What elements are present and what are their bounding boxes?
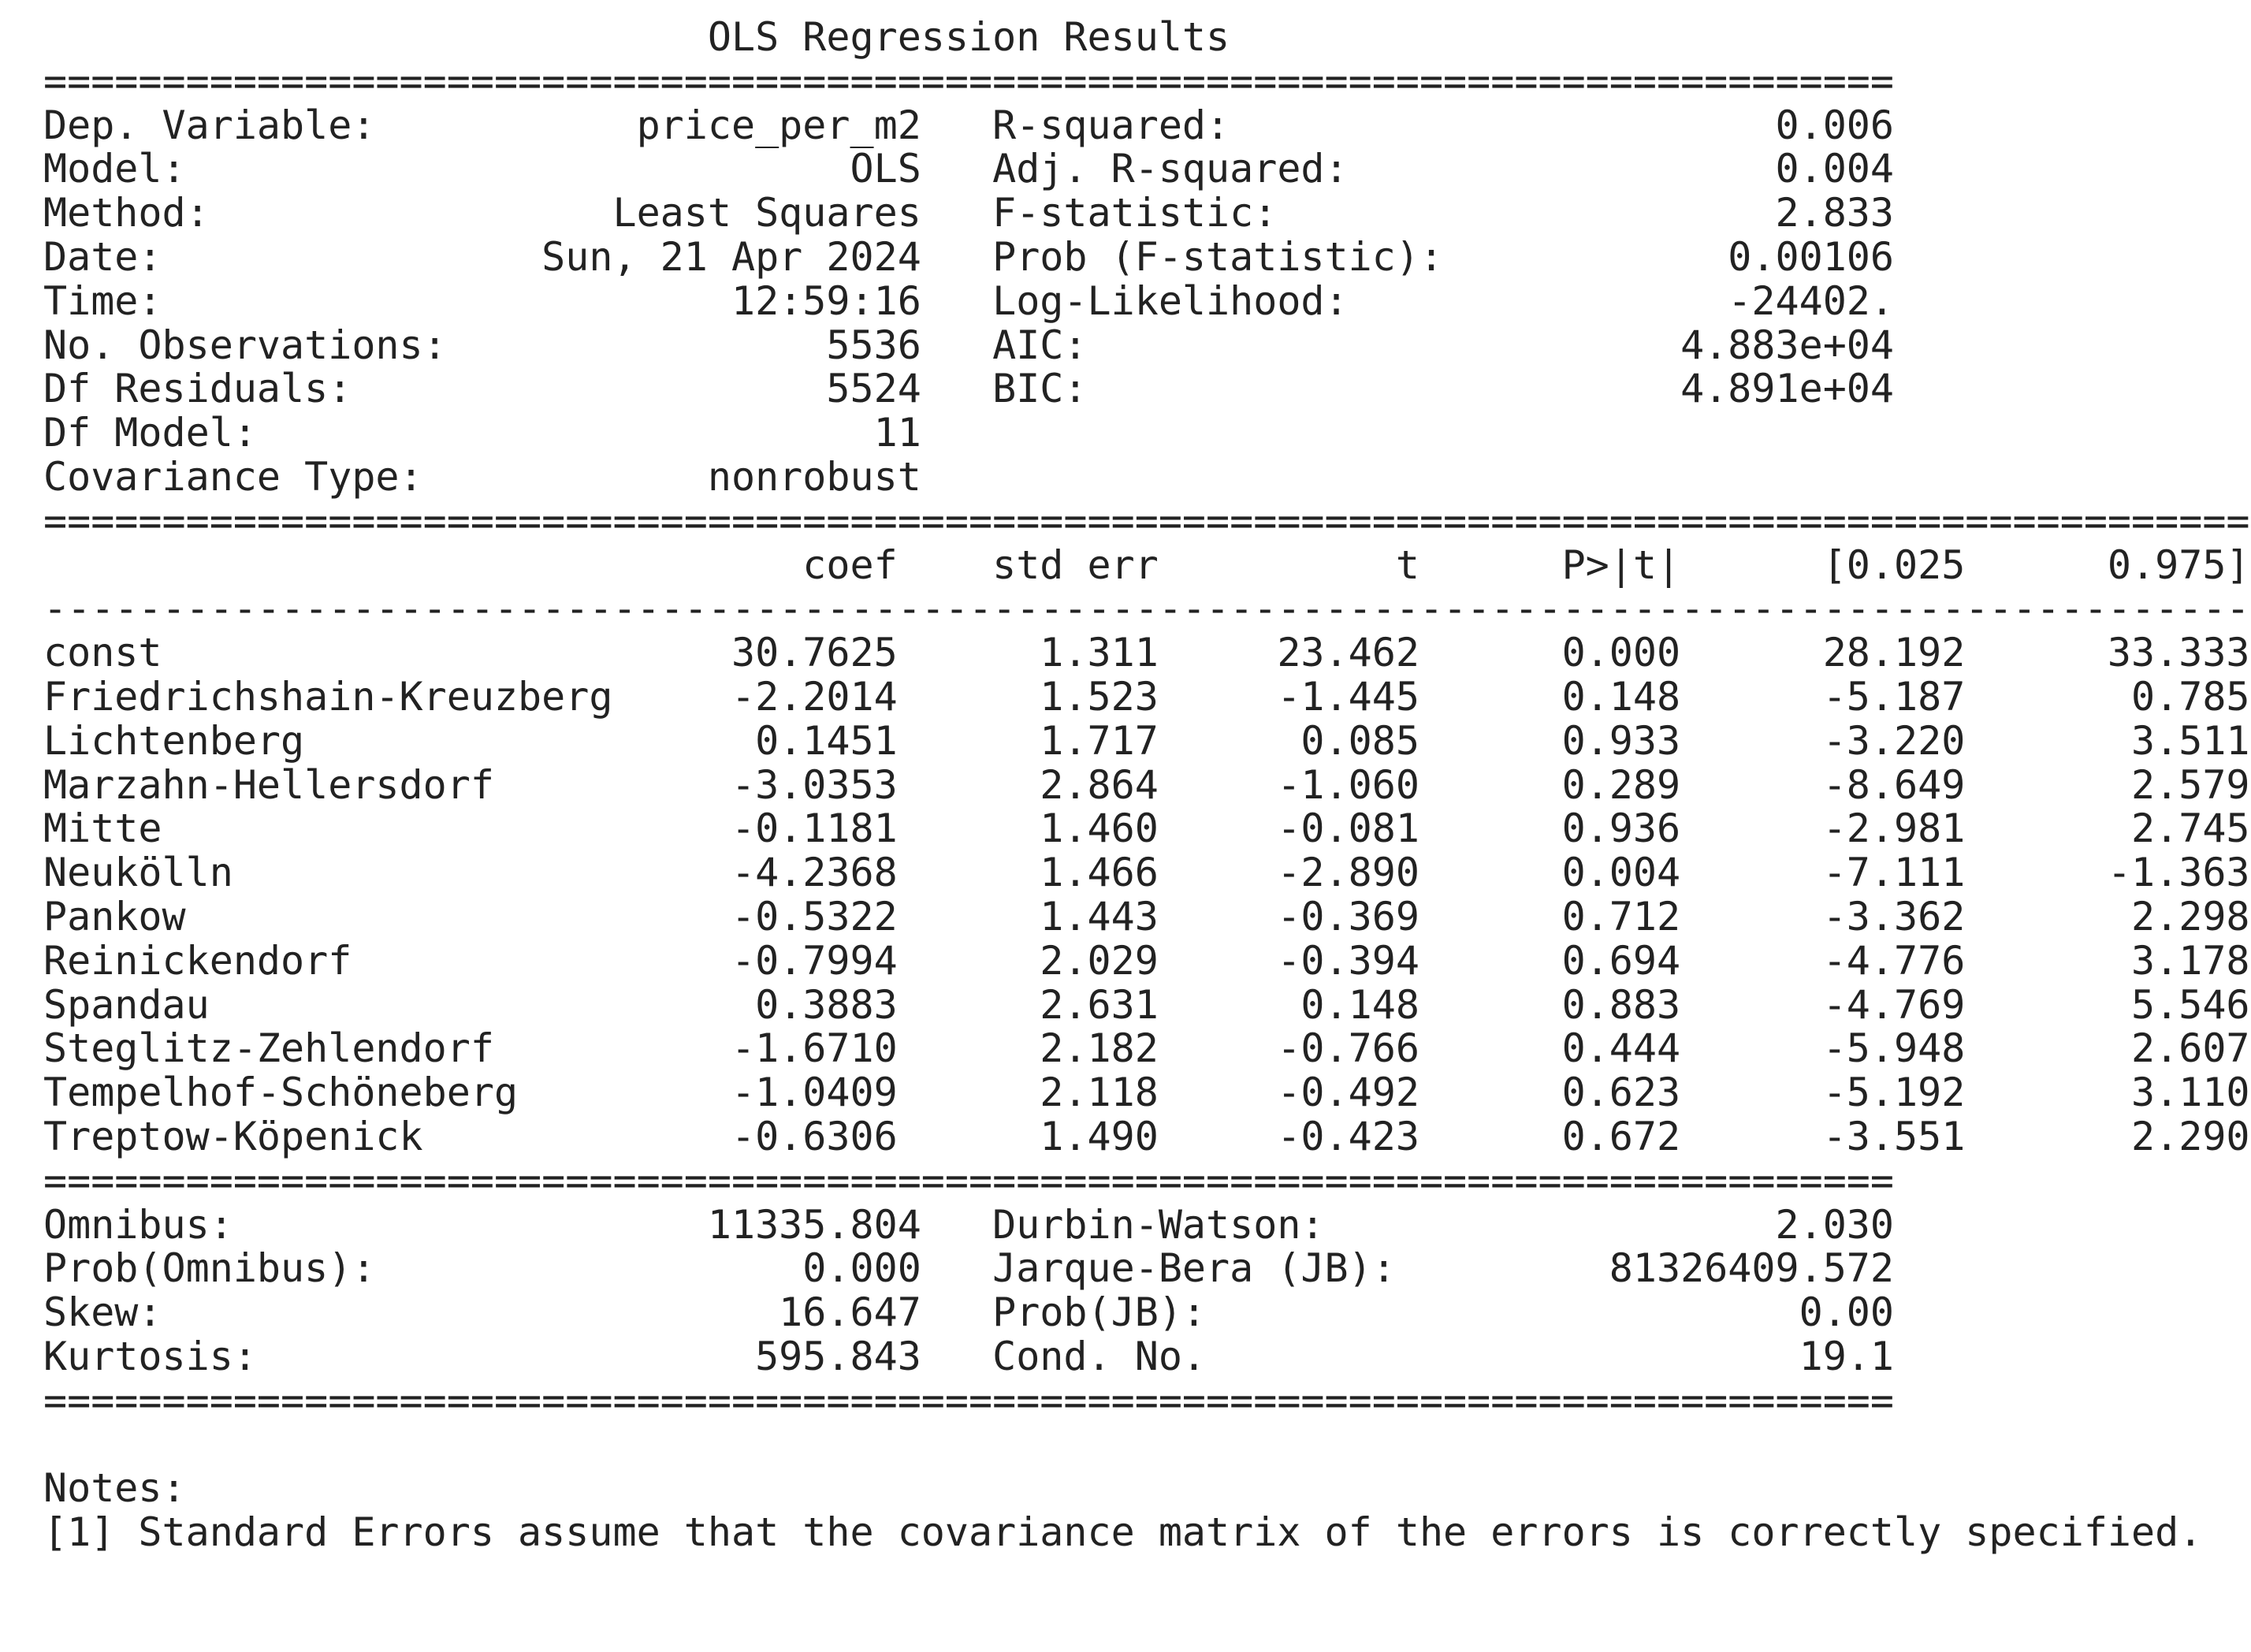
regression-report: OLS Regression Results ==================… [43,14,2250,1556]
coef-table-row: Lichtenberg 0.1451 1.717 0.085 0.933 -3.… [43,717,2250,764]
coef-table-row: const 30.7625 1.311 23.462 0.000 28.192 … [43,630,2250,676]
coef-table-row: Marzahn-Hellersdorf -3.0353 2.864 -1.060… [43,761,2250,808]
coef-table-row: Pankow -0.5322 1.443 -0.369 0.712 -3.362… [43,893,2250,939]
note-item: [1] Standard Errors assume that the cova… [43,1509,2203,1556]
separator-double: ========================================… [43,1377,1894,1423]
coef-table-row: Reinickendorf -0.7994 2.029 -0.394 0.694… [43,937,2250,984]
coef-table-row: Mitte -0.1181 1.460 -0.081 0.936 -2.981 … [43,806,2250,852]
separator-double: ========================================… [43,1157,1894,1204]
separator-dashed: ----------------------------------------… [43,586,2250,632]
notes-heading: Notes: [43,1465,186,1512]
summary-row: Method: Least Squares F-statistic: 2.833 [43,190,1894,236]
coef-table-row: Tempelhof-Schöneberg -1.0409 2.118 -0.49… [43,1070,2250,1116]
summary-row: Covariance Type: nonrobust [43,453,921,500]
coef-table-row: Treptow-Köpenick -0.6306 1.490 -0.423 0.… [43,1113,2250,1159]
coef-table-header: coef std err t P>|t| [0.025 0.975] [43,541,2250,588]
summary-row: Dep. Variable: price_per_m2 R-squared: 0… [43,102,1894,148]
coef-table-row: Spandau 0.3883 2.631 0.148 0.883 -4.769 … [43,981,2250,1028]
report-title: OLS Regression Results [43,14,1230,60]
summary-row: Time: 12:59:16 Log-Likelihood: -24402. [43,277,1894,324]
diagnostics-row: Skew: 16.647 Prob(JB): 0.00 [43,1289,1894,1336]
coef-table-row: Friedrichshain-Kreuzberg -2.2014 1.523 -… [43,673,2250,720]
summary-row: Df Residuals: 5524 BIC: 4.891e+04 [43,366,1894,412]
separator-double: ========================================… [43,497,2250,544]
summary-row: Date: Sun, 21 Apr 2024 Prob (F-statistic… [43,233,1894,280]
diagnostics-row: Prob(Omnibus): 0.000 Jarque-Bera (JB): 8… [43,1245,1894,1292]
coef-table-row: Steglitz-Zehlendorf -1.6710 2.182 -0.766… [43,1025,2250,1072]
separator-double: ========================================… [43,58,1894,104]
coef-table-row: Neukölln -4.2368 1.466 -2.890 0.004 -7.1… [43,850,2250,896]
diagnostics-row: Omnibus: 11335.804 Durbin-Watson: 2.030 [43,1201,1894,1248]
summary-row: No. Observations: 5536 AIC: 4.883e+04 [43,322,1894,368]
diagnostics-row: Kurtosis: 595.843 Cond. No. 19.1 [43,1333,1894,1379]
blank-line [43,1423,2250,1468]
summary-row: Df Model: 11 [43,410,921,456]
summary-row: Model: OLS Adj. R-squared: 0.004 [43,146,1894,192]
